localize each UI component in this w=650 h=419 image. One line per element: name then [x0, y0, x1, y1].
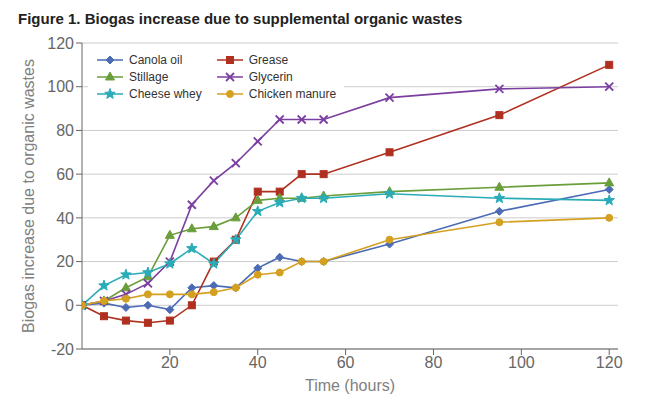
svg-text:Biogas increase due to organic: Biogas increase due to organic wastes: [20, 59, 37, 333]
html-text:Cheese whey: Cheese whey: [129, 87, 202, 101]
svg-text:120: 120: [47, 35, 74, 52]
html-text:Stillage: Stillage: [129, 70, 169, 84]
svg-text:20: 20: [56, 253, 74, 270]
html-text:Glycerin: Glycerin: [248, 70, 293, 84]
svg-text:120: 120: [596, 354, 623, 371]
svg-text:80: 80: [425, 354, 443, 371]
svg-text:40: 40: [56, 210, 74, 227]
svg-text:60: 60: [337, 354, 355, 371]
html-text:Chicken manure: Chicken manure: [248, 87, 337, 101]
svg-text:-20: -20: [51, 341, 74, 358]
svg-text:60: 60: [56, 166, 74, 183]
html-text:Grease: Grease: [248, 53, 289, 67]
svg-text:80: 80: [56, 122, 74, 139]
svg-text:100: 100: [508, 354, 535, 371]
html-text:Figure 1. Biogas increase due: Figure 1. Biogas increase due to supplem…: [18, 10, 463, 27]
html-text:Canola oil: Canola oil: [129, 53, 183, 67]
svg-text:Time (hours): Time (hours): [305, 377, 395, 394]
svg-text:20: 20: [161, 354, 179, 371]
svg-text:100: 100: [47, 78, 74, 95]
svg-text:40: 40: [249, 354, 267, 371]
svg-text:0: 0: [65, 297, 74, 314]
